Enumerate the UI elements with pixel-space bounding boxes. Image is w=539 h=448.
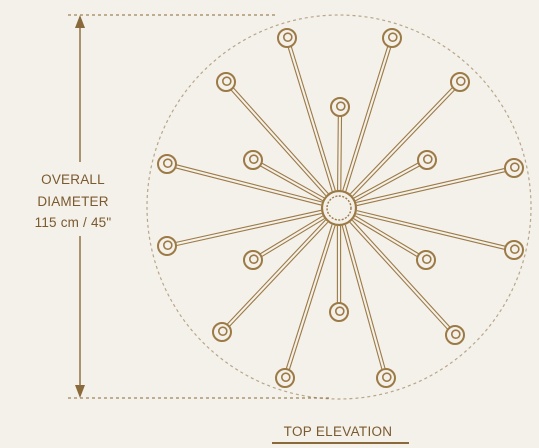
bulb-icon: [249, 254, 259, 265]
chandelier-arm: [349, 219, 465, 345]
bulb-icon: [387, 32, 398, 43]
bulb-icon: [280, 372, 291, 383]
chandelier-arms: [157, 28, 524, 388]
bulb-icon: [455, 76, 466, 86]
bulb-icon: [509, 162, 520, 172]
bulb-socket-icon: [450, 72, 470, 92]
bulb-icon: [381, 372, 392, 383]
bulb-socket-icon: [275, 368, 295, 388]
bulb-socket-icon: [382, 28, 402, 48]
center-hub: [320, 189, 358, 227]
bulb-socket-icon: [277, 28, 297, 48]
chandelier-arm: [342, 28, 402, 192]
chandelier-arm: [353, 215, 436, 270]
bulb-socket-icon: [212, 322, 232, 342]
bulb-icon: [422, 154, 433, 164]
chandelier-arm: [341, 224, 396, 388]
bulb-icon: [222, 76, 232, 86]
chandelier-arm: [243, 150, 325, 202]
bulb-icon: [163, 158, 173, 168]
dimension-line: [68, 14, 330, 399]
chandelier-arm: [349, 72, 470, 197]
chandelier-arm: [275, 224, 336, 388]
chandelier-arm: [212, 219, 329, 342]
bulb-socket-icon: [416, 250, 436, 270]
bulb-icon: [282, 32, 293, 43]
bulb-socket-icon: [329, 302, 349, 322]
dimension-label-line-2: DIAMETER: [37, 194, 109, 209]
overall-diameter-dashed-circle: [146, 14, 532, 400]
arrowhead-down-icon: [75, 385, 85, 398]
chandelier-arm: [356, 158, 524, 207]
caption-underline: [272, 442, 409, 444]
chandelier-arm: [277, 28, 336, 192]
bulb-socket-icon: [216, 72, 236, 92]
bulb-icon: [450, 329, 461, 340]
chandelier-arm: [330, 97, 350, 191]
bulb-icon: [421, 254, 432, 265]
chandelier-arm: [216, 72, 329, 197]
bulb-socket-icon: [504, 240, 524, 260]
chandelier-arm: [329, 226, 349, 322]
dimension-label-line-1: OVERALL: [41, 172, 105, 187]
bulb-icon: [163, 240, 173, 250]
bulb-socket-icon: [157, 154, 177, 174]
chandelier-arm: [243, 215, 325, 270]
bulb-socket-icon: [157, 236, 177, 256]
bulb-socket-icon: [445, 325, 465, 345]
chandelier-arm: [157, 209, 322, 256]
dimension-label-value: 115 cm / 45": [34, 215, 112, 230]
view-caption: TOP ELEVATION: [283, 424, 393, 439]
bulb-icon: [334, 306, 345, 317]
bulb-socket-icon: [376, 368, 396, 388]
chandelier-arm: [157, 154, 323, 206]
bulb-icon: [509, 244, 520, 254]
chandelier-arm: [353, 150, 437, 202]
hub-inner-ring: [326, 195, 352, 221]
bulb-socket-icon: [243, 150, 263, 170]
bulb-socket-icon: [417, 150, 437, 170]
bulb-socket-icon: [330, 97, 350, 117]
bulb-socket-icon: [504, 158, 524, 178]
bulb-icon: [249, 154, 259, 164]
bulb-icon: [335, 101, 346, 111]
chandelier-arm: [356, 210, 524, 260]
bulb-socket-icon: [243, 250, 263, 270]
bulb-icon: [218, 326, 228, 337]
arrowhead-up-icon: [75, 15, 85, 28]
